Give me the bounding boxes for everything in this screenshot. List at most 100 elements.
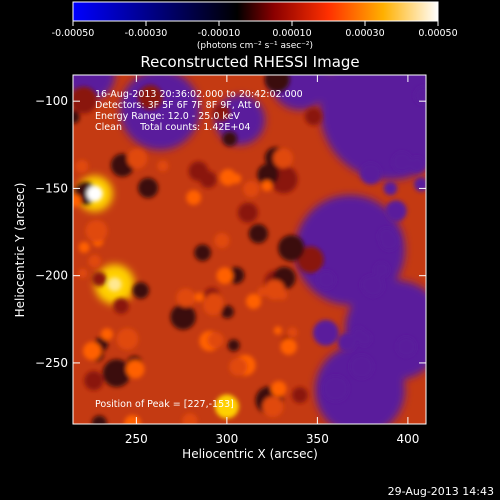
y-axis-label: Heliocentric Y (arcsec) (13, 183, 27, 318)
colorbar-tick-label: 0.00050 (418, 28, 457, 39)
colorbar-tick-label: 0.00010 (272, 28, 311, 39)
footer-timestamp: 29-Aug-2013 14:43 (387, 485, 494, 498)
energy-range-label: Energy Range: 12.0 - 25.0 keV (95, 111, 240, 122)
image-feature (349, 354, 374, 379)
image-feature (85, 219, 108, 242)
peak-core (86, 185, 103, 202)
image-feature (227, 339, 240, 352)
y-tick-label: −100 (35, 94, 68, 108)
image-feature (359, 162, 382, 185)
colorbar-tick-label: -0.00050 (52, 28, 95, 39)
image-feature (100, 328, 114, 341)
image-feature (73, 194, 82, 207)
chart-title: Reconstructed RHESSI Image (140, 53, 359, 71)
plot-frame (72, 74, 427, 425)
image-feature (276, 289, 288, 300)
image-feature (222, 131, 238, 147)
image-feature (264, 75, 290, 92)
image-feature (182, 413, 198, 424)
image-feature (137, 177, 159, 198)
image-feature (248, 224, 268, 244)
image-feature (304, 107, 323, 126)
image-feature (291, 387, 308, 404)
image-feature (88, 254, 102, 268)
x-tick-label: 400 (396, 432, 419, 446)
image-feature (245, 293, 262, 309)
image-feature (138, 85, 163, 110)
image-feature (82, 341, 102, 361)
image-feature (362, 274, 385, 297)
image-feature (385, 200, 407, 222)
image-feature (78, 241, 90, 253)
image-feature (261, 180, 273, 192)
image-feature (176, 288, 196, 308)
image-feature (84, 371, 104, 391)
image-feature (287, 327, 298, 338)
image-feature (194, 244, 211, 262)
image-feature (91, 271, 107, 287)
image-feature (262, 396, 284, 418)
image-feature (213, 104, 230, 122)
image-feature (204, 293, 224, 313)
image-feature (113, 298, 129, 314)
image-feature (313, 319, 339, 346)
clean-counts-label: Clean Total counts: 1.42E+04 (95, 122, 250, 133)
image-feature (392, 151, 412, 172)
colorbar-unit-label: (photons cm⁻² s⁻¹ asec⁻²) (197, 41, 313, 51)
image-feature (75, 159, 89, 173)
image-feature (414, 86, 426, 105)
image-feature (220, 305, 234, 319)
colorbar-ticks: -0.00050 -0.00030 -0.00010 0.00010 0.00030 0.… (52, 21, 458, 39)
secondary-core (107, 277, 122, 292)
x-tick-label: 250 (125, 432, 148, 446)
image-feature (157, 160, 169, 172)
image-feature (214, 394, 239, 419)
image-feature (409, 156, 425, 173)
image-feature (270, 380, 287, 397)
image-feature (188, 161, 209, 181)
obs-time-range: 16-Aug-2013 20:36:02.000 to 20:42:02.000 (95, 89, 303, 100)
rhessi-image (73, 75, 426, 424)
x-tick-label: 300 (215, 432, 238, 446)
image-feature (273, 148, 294, 169)
peak-position-label: Position of Peak = [227,-153] (95, 399, 234, 410)
image-feature (317, 270, 336, 290)
image-feature (132, 282, 150, 299)
axis-ticks: 250 300 350 400 −100 −150 −200 −250 (35, 75, 426, 446)
image-feature (379, 231, 399, 251)
image-feature (116, 328, 139, 350)
negative-region (315, 345, 405, 424)
colorbar-tick-label: -0.00010 (198, 28, 241, 39)
image-feature (216, 267, 234, 285)
image-feature (337, 332, 357, 352)
x-axis-label: Heliocentric X (arcsec) (182, 447, 318, 461)
image-feature (214, 232, 230, 249)
image-feature (296, 246, 324, 274)
image-feature (322, 375, 349, 402)
x-tick-label: 350 (306, 432, 329, 446)
detectors-label: Detectors: 3F 5F 6F 7F 8F 9F, Att 0 (95, 100, 261, 111)
y-tick-label: −200 (35, 269, 68, 283)
image-feature (77, 268, 88, 279)
colorbar-tick-label: 0.00030 (345, 28, 384, 39)
image-feature (357, 331, 372, 347)
image-feature (383, 181, 398, 196)
image-feature (278, 234, 305, 262)
image-feature (124, 415, 142, 424)
image-feature (374, 262, 390, 278)
image-feature (194, 292, 204, 302)
image-feature (229, 357, 248, 376)
colorbar (72, 1, 439, 22)
image-feature (126, 148, 148, 169)
image-feature (186, 190, 202, 206)
y-tick-label: −250 (35, 356, 68, 370)
image-feature (170, 304, 196, 330)
image-feature (396, 336, 417, 357)
colorbar-tick-label: -0.00030 (125, 28, 168, 39)
image-feature (243, 180, 260, 198)
image-feature (231, 173, 242, 184)
image-feature (102, 359, 131, 388)
image-feature (280, 338, 297, 355)
